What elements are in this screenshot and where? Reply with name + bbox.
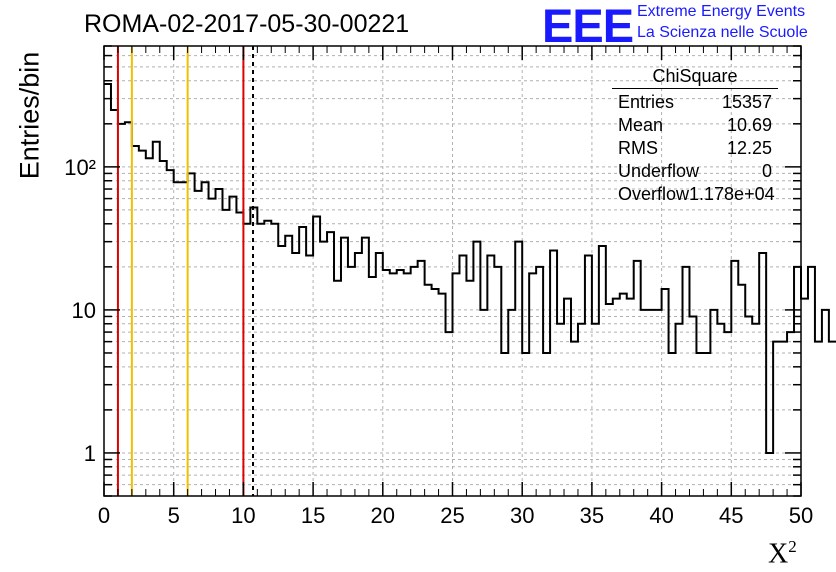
- stats-value: 15357: [721, 92, 772, 112]
- stats-row-rms: RMS 12.25: [612, 137, 778, 160]
- logo-subtitle-2: La Scienza nelle Scuole: [637, 24, 808, 41]
- stats-box: ChiSquare Entries 15357 Mean 10.69 RMS 1…: [612, 66, 778, 206]
- stats-value: 12.25: [726, 138, 772, 158]
- stats-label: Mean: [618, 115, 664, 135]
- y-tick-label: 10²: [64, 155, 96, 180]
- eee-logo: EEE: [542, 0, 634, 52]
- x-tick-label: 30: [510, 503, 534, 528]
- histogram-line: [104, 82, 836, 454]
- stats-label: Overflow: [618, 184, 690, 204]
- x-tick-label: 50: [789, 503, 813, 528]
- plot-title: ROMA-02-2017-05-30-00221: [84, 10, 410, 38]
- y-axis-ticks: 1 10 10²: [64, 45, 801, 497]
- stats-label: Underflow: [618, 161, 700, 181]
- x-tick-label: 10: [231, 503, 255, 528]
- x-tick-label: 20: [371, 503, 395, 528]
- x-tick-label: 45: [719, 503, 743, 528]
- x-tick-label: 5: [168, 503, 180, 528]
- x-axis-label: X2: [768, 537, 797, 570]
- stats-row-overflow: Overflow 1.178e+04: [612, 183, 778, 206]
- x-tick-label: 35: [580, 503, 604, 528]
- y-axis-label: Entries/bin: [14, 51, 45, 180]
- y-tick-label: 1: [84, 441, 96, 466]
- stats-label: Entries: [618, 92, 675, 112]
- logo-subtitle-1: Extreme Energy Events: [637, 3, 806, 20]
- stats-row-entries: Entries 15357: [612, 91, 778, 114]
- x-tick-label: 15: [301, 503, 325, 528]
- x-tick-label: 0: [98, 503, 110, 528]
- stats-title: ChiSquare: [612, 66, 778, 89]
- stats-value: 0: [761, 161, 772, 181]
- stats-label: RMS: [618, 138, 658, 158]
- x-axis-ticks: 0 5 10 15 20 25 30 35 40 45 50: [98, 46, 813, 528]
- stats-value: 10.69: [726, 115, 772, 135]
- stats-row-mean: Mean 10.69: [612, 114, 778, 137]
- x-tick-label: 25: [440, 503, 464, 528]
- x-tick-label: 40: [649, 503, 673, 528]
- vertical-markers: [116, 46, 255, 496]
- stats-row-underflow: Underflow 0: [612, 160, 778, 183]
- stats-value: 1.178e+04: [689, 184, 775, 204]
- y-tick-label: 10: [72, 298, 96, 323]
- histogram-bins: [104, 82, 836, 454]
